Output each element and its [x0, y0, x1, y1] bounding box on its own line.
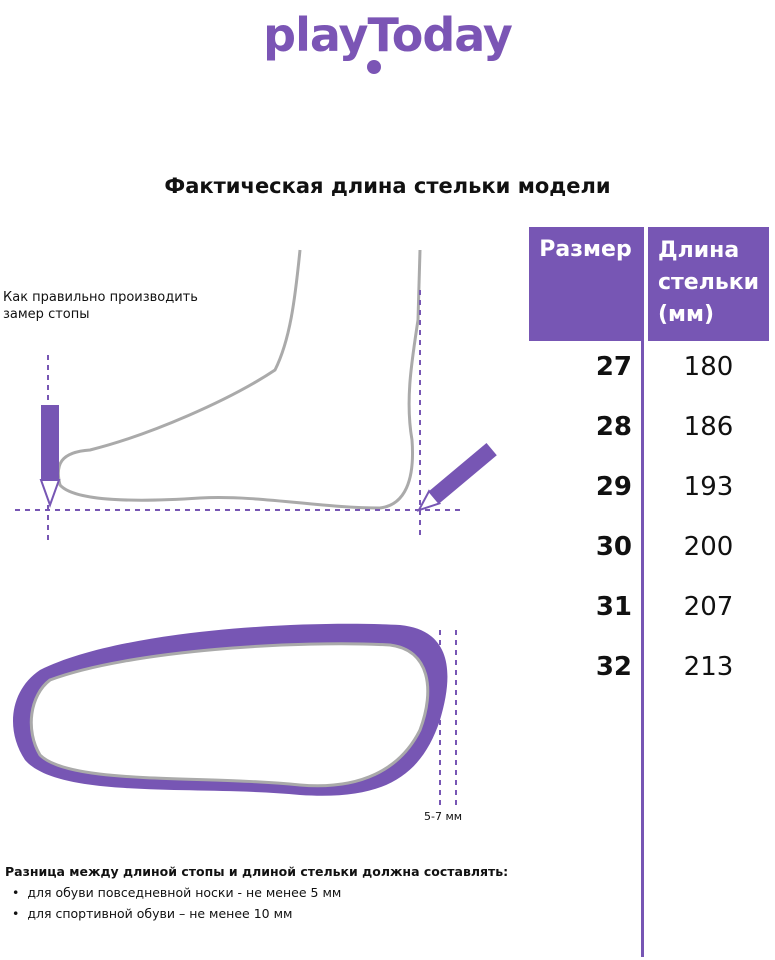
pencil-icon — [39, 405, 61, 508]
note-heading: Разница между длиной стопы и длиной стел… — [5, 864, 509, 879]
howto-label: Как правильно производить замер стопы — [3, 290, 198, 322]
length-cell: 180 — [683, 352, 734, 382]
note-bullet: • для спортивной обуви – не менее 10 мм — [12, 906, 293, 921]
side-foot-icon — [56, 249, 422, 510]
header-size: Размер — [529, 227, 642, 341]
size-cell: 32 — [595, 652, 632, 682]
length-cell: 213 — [683, 652, 734, 682]
brand-logo: playToday — [263, 8, 513, 62]
table-divider — [641, 227, 644, 957]
header-length: Длина стельки (мм) — [648, 227, 769, 341]
pencil-icon — [416, 442, 497, 512]
length-cell: 193 — [683, 472, 734, 502]
size-cell: 30 — [595, 532, 632, 562]
foot-illustration — [13, 249, 497, 810]
note-bullet: • для обуви повседневной носки - не мене… — [12, 885, 342, 900]
length-cell: 186 — [683, 412, 734, 442]
size-cell: 29 — [595, 472, 632, 502]
size-cell: 27 — [595, 352, 632, 382]
size-cell: 31 — [595, 592, 632, 622]
page-title: Фактическая длина стельки модели — [164, 174, 611, 198]
gap-label: 5-7 мм — [424, 810, 463, 823]
length-cell: 207 — [683, 592, 734, 622]
insole-icon — [13, 623, 448, 796]
size-cell: 28 — [595, 412, 632, 442]
length-cell: 200 — [683, 532, 734, 562]
logo-dot — [367, 60, 381, 74]
